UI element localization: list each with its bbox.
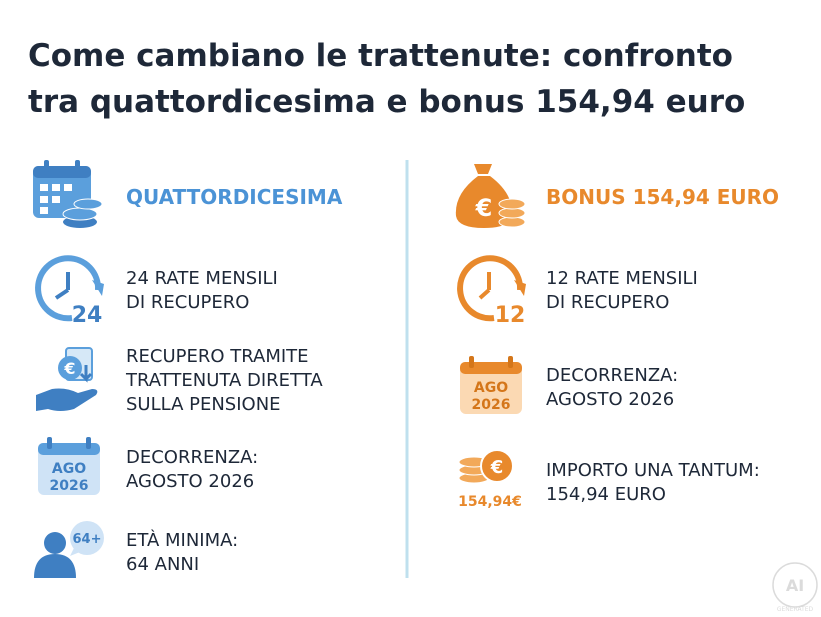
icon-label: 64+ xyxy=(73,532,102,547)
clock-icon: 12 xyxy=(457,255,526,328)
watermark-text: AI xyxy=(786,576,804,595)
icon-label: AGO xyxy=(52,461,86,477)
hand-coin-icon: € xyxy=(36,347,98,411)
item-text: AGOSTO 2026 xyxy=(126,471,254,492)
icon-label: 2026 xyxy=(50,478,89,494)
money-bag-icon: € xyxy=(455,164,526,228)
person-icon: 64+ xyxy=(34,521,104,578)
item-text: DI RECUPERO xyxy=(126,292,249,313)
icon-label: € xyxy=(63,359,75,378)
coins-icon: € 154,94€ xyxy=(458,449,522,510)
item-text: DECORRENZA: xyxy=(546,365,678,386)
watermark-text: GENERATED xyxy=(777,606,814,613)
calendar-icon: AGO 2026 xyxy=(38,437,100,495)
icon-label: € xyxy=(490,457,504,478)
item-text: 154,94 EURO xyxy=(546,484,666,505)
item-text: AGOSTO 2026 xyxy=(546,389,674,410)
calendar-coins-icon xyxy=(33,160,103,228)
item-text: RECUPERO TRAMITE xyxy=(126,346,309,367)
icon-label: AGO xyxy=(474,380,508,396)
watermark: AI GENERATED xyxy=(772,562,818,613)
item-text: TRATTENUTA DIRETTA xyxy=(125,370,323,391)
item-text: DI RECUPERO xyxy=(546,292,669,313)
item-text: SULLA PENSIONE xyxy=(126,394,281,415)
icon-label: 154,94€ xyxy=(458,494,522,510)
icon-label: 2026 xyxy=(472,397,511,413)
column-heading: BONUS 154,94 EURO xyxy=(546,185,779,209)
item-text: DECORRENZA: xyxy=(126,447,258,468)
item-text: ETÀ MINIMA: xyxy=(126,529,238,551)
item-text: 12 RATE MENSILI xyxy=(546,268,698,289)
icon-label: 12 xyxy=(495,303,526,328)
item-text: 24 RATE MENSILI xyxy=(126,268,278,289)
calendar-icon: AGO 2026 xyxy=(460,356,522,414)
clock-icon: 24 xyxy=(35,255,104,328)
icon-label: 24 xyxy=(72,303,103,328)
column-heading: QUATTORDICESIMA xyxy=(126,185,343,209)
title-line: tra quattordicesima e bonus 154,94 euro xyxy=(28,84,745,120)
title-line: Come cambiano le trattenute: confronto xyxy=(28,38,733,74)
icon-label: € xyxy=(475,194,493,222)
item-text: IMPORTO UNA TANTUM: xyxy=(546,460,760,481)
item-text: 64 ANNI xyxy=(126,554,199,575)
